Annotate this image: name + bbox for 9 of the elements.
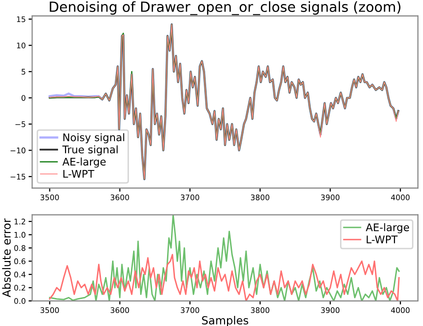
legend-label: L-WPT xyxy=(366,236,398,244)
legend-label: True signal xyxy=(62,145,118,156)
legend-label: AE-large xyxy=(366,223,410,234)
legend-label: AE-large xyxy=(62,158,106,168)
y-axis-title: Absolute error xyxy=(2,218,11,298)
legend-label: Noisy signal xyxy=(63,133,124,144)
legend-label: L-WPT xyxy=(63,170,94,178)
line-series xyxy=(48,254,400,301)
chart-title: Denoising of Drawer_open_or_close signals (zoom) xyxy=(50,1,400,16)
